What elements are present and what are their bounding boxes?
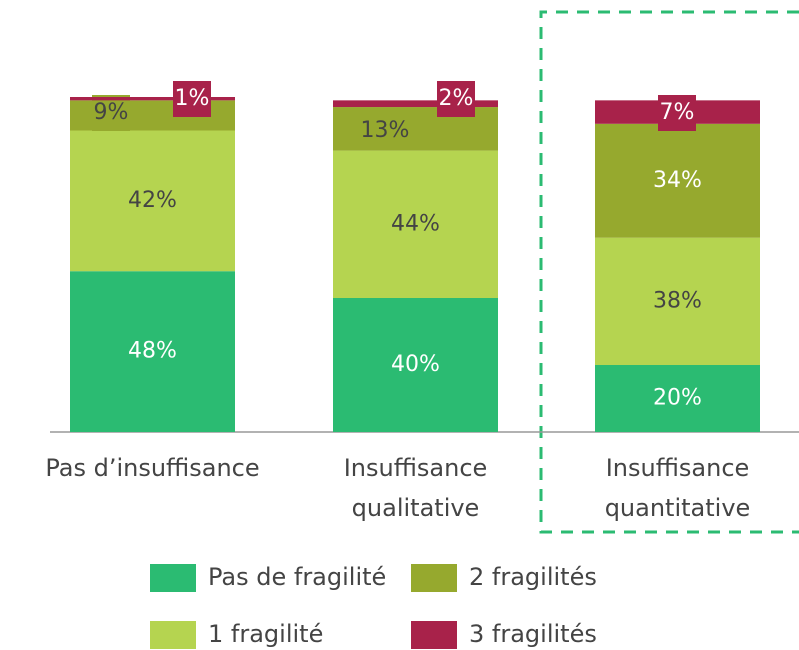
legend-swatch [411,564,457,592]
data-label: 1% [175,86,210,111]
data-label: 2% [439,86,474,111]
data-label: 9% [94,100,129,125]
bar-segment [595,123,760,238]
data-label: 42% [128,188,177,213]
data-label: 20% [653,386,702,411]
bar-segment [70,271,235,432]
data-label: 48% [128,339,177,364]
bar-segment [595,365,760,432]
legend-swatch [150,564,196,592]
x-tick-label: Insuffisance [606,454,750,482]
label-box [437,81,475,117]
data-label: 7% [660,100,695,125]
legend-swatch [411,621,457,649]
legend-label: Pas de fragilité [208,563,386,591]
data-label: 38% [653,288,702,313]
x-tick-label: Pas d’insuffisance [45,454,259,482]
label-box [173,81,211,117]
bar-segment [595,237,760,365]
bar-segment [70,130,235,272]
x-tick-label: qualitative [352,494,480,522]
bar-segment [70,97,235,101]
legend-label: 2 fragilités [469,563,597,591]
label-box [92,95,130,131]
legend-label: 1 fragilité [208,620,323,648]
x-tick-label: Insuffisance [344,454,488,482]
x-tick-label: quantitative [605,494,751,522]
bar-segment [333,150,498,298]
data-label: 13% [361,118,410,143]
highlight-box [539,10,799,534]
data-label: 40% [391,352,440,377]
bar-segment [333,298,498,432]
label-box [658,95,696,131]
legend-label: 3 fragilités [469,620,597,648]
bar-segment [333,100,498,108]
data-label: 34% [653,168,702,193]
data-label: 44% [391,211,440,236]
legend-swatch [150,621,196,649]
